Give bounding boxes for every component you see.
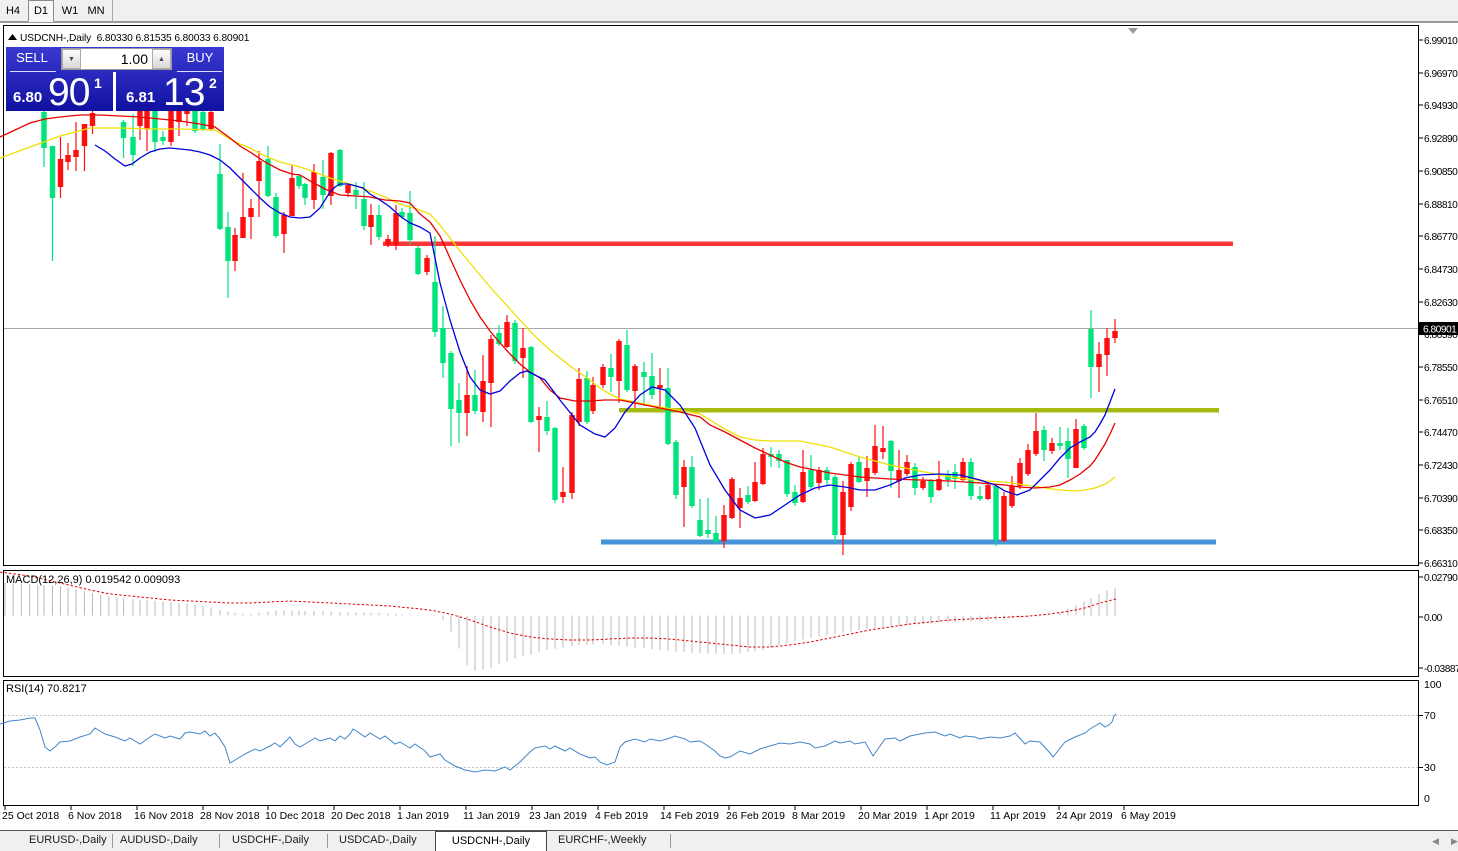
svg-text:28 Nov 2018: 28 Nov 2018	[200, 810, 260, 822]
svg-text:11 Jan 2019: 11 Jan 2019	[463, 810, 520, 822]
svg-text:100: 100	[1424, 679, 1442, 691]
svg-text:USDCNH-,Daily 6.80330 6.81535: USDCNH-,Daily 6.80330 6.81535 6.80033 6.…	[20, 33, 250, 44]
svg-text:70: 70	[1424, 710, 1436, 722]
svg-text:MACD(12,26,9) 0.019542 0.00909: MACD(12,26,9) 0.019542 0.009093	[6, 574, 180, 586]
svg-text:6.99010: 6.99010	[1424, 36, 1458, 47]
svg-text:6.68350: 6.68350	[1424, 526, 1458, 537]
svg-text:25 Oct 2018: 25 Oct 2018	[2, 810, 59, 822]
svg-text:-0.03887: -0.03887	[1424, 664, 1458, 675]
svg-text:6.74470: 6.74470	[1424, 428, 1458, 439]
svg-text:26 Feb 2019: 26 Feb 2019	[726, 810, 785, 822]
svg-text:20 Mar 2019: 20 Mar 2019	[858, 810, 917, 822]
svg-text:0: 0	[1424, 793, 1430, 805]
svg-text:24 Apr 2019: 24 Apr 2019	[1056, 810, 1113, 822]
svg-text:14 Feb 2019: 14 Feb 2019	[660, 810, 719, 822]
svg-text:6.70390: 6.70390	[1424, 494, 1458, 505]
svg-text:6.92890: 6.92890	[1424, 134, 1458, 145]
svg-text:6.94930: 6.94930	[1424, 101, 1458, 112]
svg-text:6.80590: 6.80590	[1424, 330, 1458, 341]
svg-text:8 Mar 2019: 8 Mar 2019	[792, 810, 845, 822]
svg-text:6 Nov 2018: 6 Nov 2018	[68, 810, 122, 822]
svg-text:6.66310: 6.66310	[1424, 559, 1458, 570]
svg-text:4 Feb 2019: 4 Feb 2019	[595, 810, 648, 822]
svg-text:6.96970: 6.96970	[1424, 69, 1458, 80]
svg-text:23 Jan 2019: 23 Jan 2019	[529, 810, 587, 822]
svg-text:6 May 2019: 6 May 2019	[1121, 810, 1176, 822]
svg-text:6.86770: 6.86770	[1424, 232, 1458, 243]
svg-text:11 Apr 2019: 11 Apr 2019	[990, 810, 1046, 822]
svg-text:1 Jan 2019: 1 Jan 2019	[397, 810, 449, 822]
svg-text:6.76510: 6.76510	[1424, 396, 1458, 407]
svg-text:RSI(14) 70.8217: RSI(14) 70.8217	[6, 683, 87, 695]
svg-text:6.84730: 6.84730	[1424, 265, 1458, 276]
svg-text:16 Nov 2018: 16 Nov 2018	[134, 810, 194, 822]
svg-text:6.78550: 6.78550	[1424, 363, 1458, 374]
svg-text:6.90850: 6.90850	[1424, 167, 1458, 178]
svg-text:30: 30	[1424, 762, 1436, 774]
svg-text:1 Apr 2019: 1 Apr 2019	[924, 810, 975, 822]
svg-text:6.88810: 6.88810	[1424, 200, 1458, 211]
svg-text:10 Dec 2018: 10 Dec 2018	[265, 810, 325, 822]
svg-text:20 Dec 2018: 20 Dec 2018	[331, 810, 391, 822]
svg-text:6.80901: 6.80901	[1423, 325, 1457, 336]
svg-text:0.00: 0.00	[1424, 613, 1443, 624]
svg-text:6.82630: 6.82630	[1424, 298, 1458, 309]
svg-text:6.72430: 6.72430	[1424, 461, 1458, 472]
svg-text:0.027908: 0.027908	[1424, 573, 1458, 584]
